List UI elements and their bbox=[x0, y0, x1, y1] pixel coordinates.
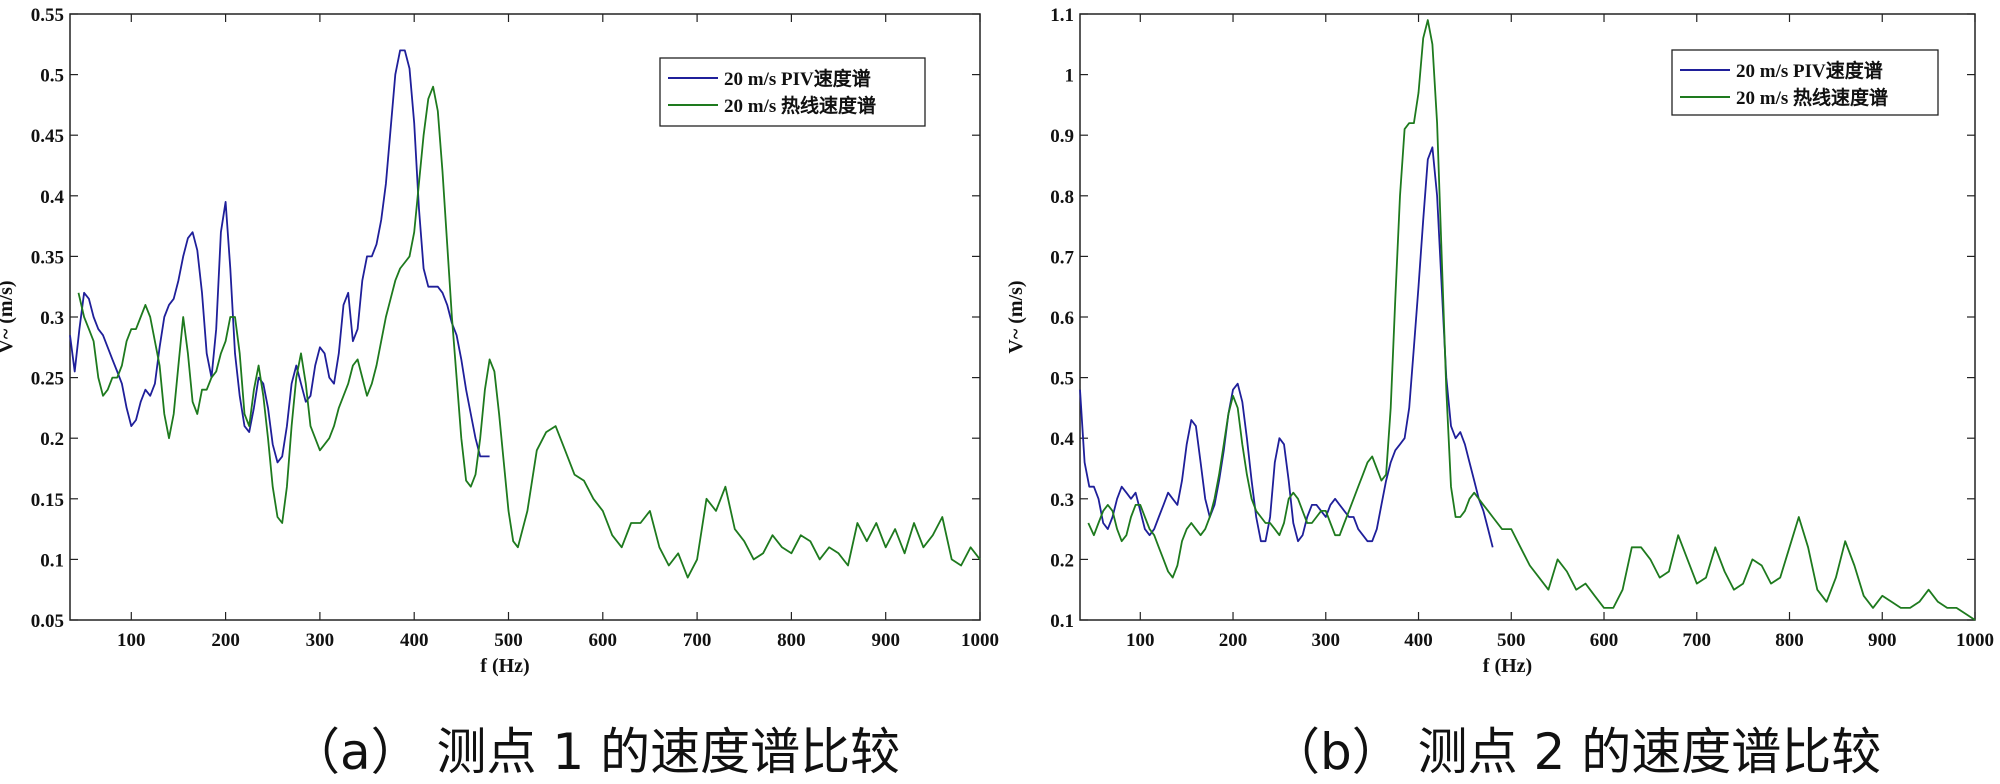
chart-a-svg: 100 200 300 400 500 600 700 800 900 1000 0.05 0.1 0.… bbox=[0, 5, 999, 677]
series-line-piv bbox=[69, 49, 490, 464]
y-tick-label: 1.1 bbox=[1050, 5, 1074, 26]
x-tick-label: 500 bbox=[494, 630, 523, 651]
x-tick-label: 700 bbox=[683, 630, 712, 651]
y-tick-label: 0.2 bbox=[40, 429, 64, 450]
y-tick-label: 1 bbox=[1065, 66, 1075, 87]
chart-panel-b: 100 200 300 400 500 600 700 800 900 1000 0.1 0.2 0.3… bbox=[1000, 0, 2000, 782]
y-tick-label: 0.7 bbox=[1050, 247, 1074, 268]
chart-panel-a: 100 200 300 400 500 600 700 800 900 1000 0.05 0.1 0.… bbox=[0, 0, 1000, 782]
y-tick-label: 0.5 bbox=[1050, 369, 1074, 390]
x-tick-label: 1000 bbox=[961, 630, 999, 651]
legend-entry: 20 m/s PIV速度谱 bbox=[1736, 59, 1883, 82]
x-tick-label: 600 bbox=[589, 630, 618, 651]
x-axis-label: f (Hz) bbox=[480, 655, 529, 677]
x-tick-label: 200 bbox=[1219, 630, 1248, 651]
y-tick-label: 0.3 bbox=[1050, 490, 1074, 511]
y-tick-label: 0.2 bbox=[1050, 550, 1074, 571]
y-tick-label: 0.5 bbox=[40, 66, 64, 87]
x-tick-label: 100 bbox=[117, 630, 146, 651]
y-tick-label: 0.3 bbox=[40, 308, 64, 329]
y-axis-label: V~ (m/s) bbox=[1005, 280, 1027, 353]
x-tick-label: 600 bbox=[1590, 630, 1619, 651]
chart-b-caption: （b） 测点 2 的速度谱比较 bbox=[1270, 723, 1882, 781]
y-tick-label: 0.9 bbox=[1050, 126, 1074, 147]
x-tick-label: 400 bbox=[1404, 630, 1433, 651]
series-line-hotwire bbox=[1087, 19, 1976, 621]
x-tick-label: 900 bbox=[871, 630, 900, 651]
y-tick-label: 0.05 bbox=[31, 611, 64, 632]
chart-a-caption: （a） 测点 1 的速度谱比较 bbox=[290, 723, 901, 781]
y-tick-label: 0.6 bbox=[1050, 308, 1074, 329]
y-tick-label: 0.1 bbox=[40, 550, 64, 571]
x-tick-label: 300 bbox=[1312, 630, 1341, 651]
y-tick-label: 0.4 bbox=[40, 187, 64, 208]
x-tick-label: 1000 bbox=[1956, 630, 1994, 651]
y-axis-label: V~ (m/s) bbox=[0, 280, 17, 353]
x-tick-label: 100 bbox=[1126, 630, 1155, 651]
legend-box bbox=[659, 57, 926, 127]
y-tick-label: 0.4 bbox=[1050, 429, 1074, 450]
y-tick-label: 0.35 bbox=[31, 247, 64, 268]
x-tick-label: 800 bbox=[1775, 630, 1804, 651]
x-tick-label: 200 bbox=[211, 630, 240, 651]
series-line-hotwire bbox=[77, 85, 981, 579]
legend-entry: 20 m/s 热线速度谱 bbox=[1736, 86, 1888, 109]
y-tick-label: 0.1 bbox=[1050, 611, 1074, 632]
x-tick-label: 300 bbox=[306, 630, 335, 651]
legend-entry: 20 m/s PIV速度谱 bbox=[724, 67, 871, 90]
x-tick-label: 500 bbox=[1497, 630, 1526, 651]
y-tick-label: 0.15 bbox=[31, 490, 64, 511]
chart-b-svg: 100 200 300 400 500 600 700 800 900 1000 0.1 0.2 0.3… bbox=[1005, 5, 1994, 677]
series-line-piv bbox=[1079, 146, 1494, 548]
y-tick-label: 0.55 bbox=[31, 5, 64, 26]
legend-entry: 20 m/s 热线速度谱 bbox=[724, 94, 876, 117]
y-tick-label: 0.25 bbox=[31, 369, 64, 390]
legend-box bbox=[1671, 49, 1939, 116]
x-tick-label: 900 bbox=[1868, 630, 1897, 651]
x-tick-label: 400 bbox=[400, 630, 429, 651]
x-axis-label: f (Hz) bbox=[1483, 655, 1532, 677]
y-tick-label: 0.8 bbox=[1050, 187, 1074, 208]
y-tick-label: 0.45 bbox=[31, 126, 64, 147]
x-tick-label: 800 bbox=[777, 630, 806, 651]
x-tick-label: 700 bbox=[1683, 630, 1712, 651]
